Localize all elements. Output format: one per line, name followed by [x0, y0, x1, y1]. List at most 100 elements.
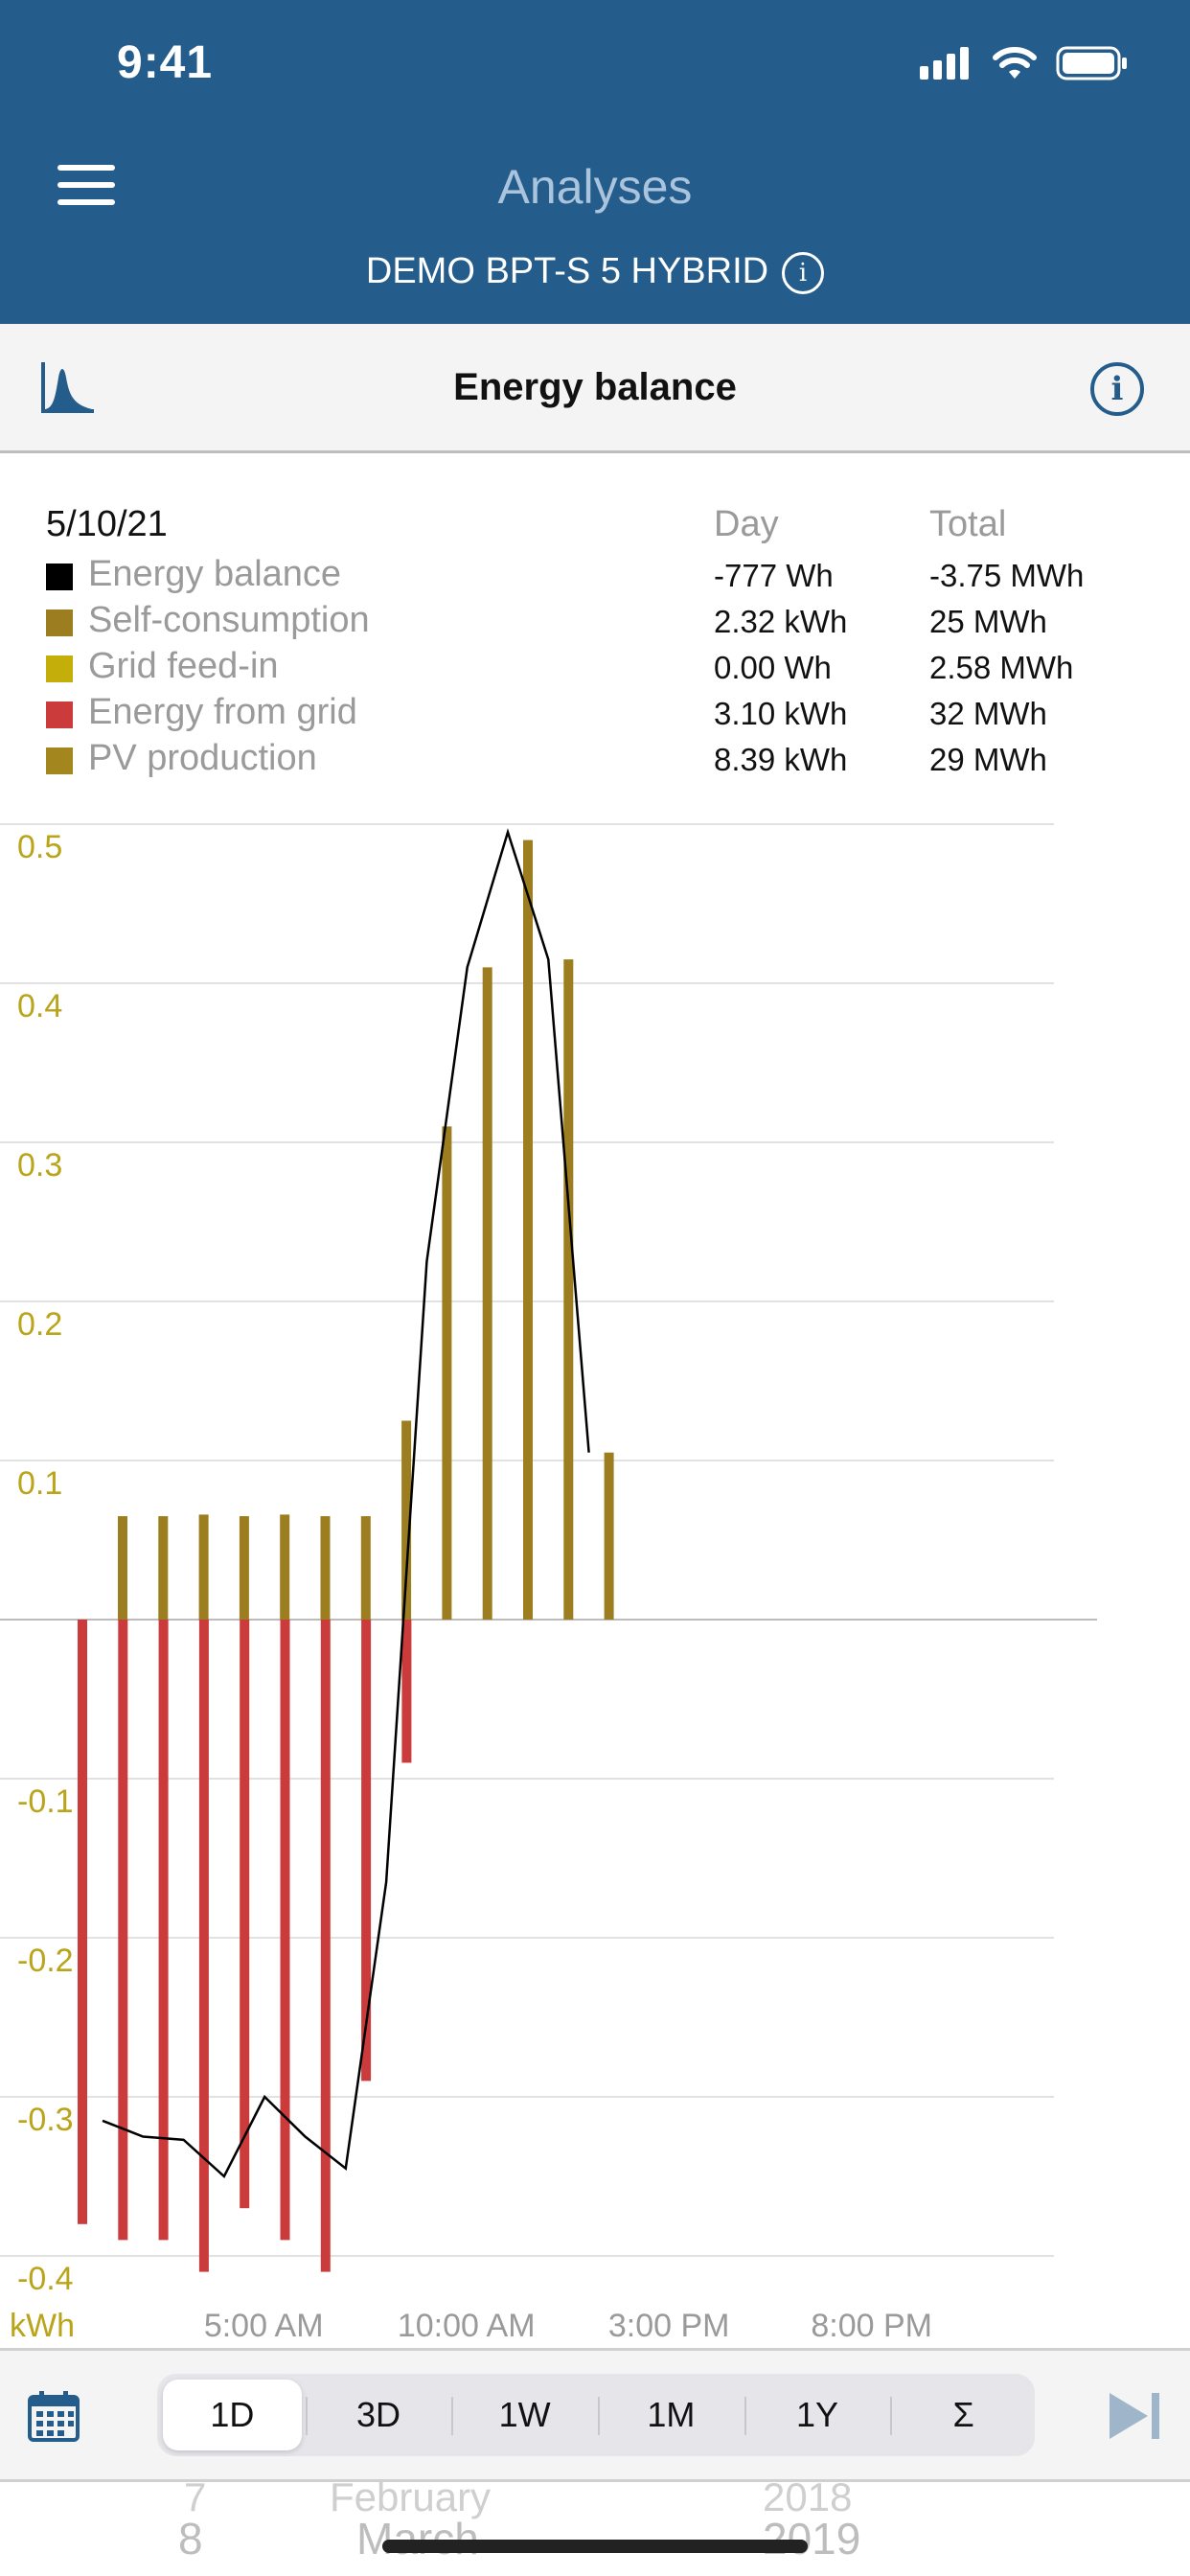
legend-row: Grid feed-in 0.00 Wh 2.58 MWh	[0, 644, 1190, 690]
y-tick-label: -0.1	[17, 1783, 74, 1820]
range-option[interactable]: 1Y	[795, 2395, 839, 2434]
range-option[interactable]: 3D	[355, 2395, 400, 2434]
legend-swatch	[46, 610, 73, 636]
y-tick-label: 0.2	[17, 1306, 62, 1343]
picker-year-current: 2019	[763, 2514, 861, 2564]
y-tick-label: 0.1	[17, 1465, 62, 1502]
calendar-icon[interactable]	[27, 2389, 80, 2443]
legend-day-value: 3.10 kWh	[714, 696, 848, 731]
y-tick-label: -0.4	[17, 2261, 74, 2297]
range-separator	[890, 2397, 893, 2435]
legend-label: PV production	[88, 738, 317, 778]
y-tick-label: 0.5	[17, 829, 62, 865]
legend-row: PV production 8.39 kWh 29 MWh	[0, 736, 1190, 782]
range-option[interactable]: 1M	[647, 2395, 696, 2434]
self-consumption-bar	[442, 1126, 452, 1620]
range-separator	[305, 2397, 308, 2435]
legend-col-total: Total	[929, 504, 1007, 544]
self-consumption-bar	[401, 1420, 412, 1620]
self-consumption-bar	[360, 1516, 371, 1620]
energy-from-grid-bar	[198, 1620, 209, 2272]
skip-to-end-icon[interactable]	[1106, 2387, 1163, 2445]
legend-day-value: -777 Wh	[714, 558, 834, 593]
app-header: 9:41 Analyses DEMO BPT-S 5 HYBRID i	[0, 0, 1190, 324]
x-tick-label: 10:00 AM	[398, 2308, 536, 2344]
status-time: 9:41	[117, 37, 214, 88]
x-tick-label: 5:00 AM	[204, 2308, 324, 2344]
range-separator	[744, 2397, 746, 2435]
legend-row: Self-consumption 2.32 kWh 25 MWh	[0, 598, 1190, 644]
range-option[interactable]: 1W	[498, 2395, 551, 2434]
battery-icon	[1056, 46, 1127, 80]
device-name: DEMO BPT-S 5 HYBRID	[365, 251, 769, 291]
self-consumption-bar	[239, 1516, 249, 1620]
picker-month-current: March	[356, 2514, 479, 2564]
legend-label: Grid feed-in	[88, 646, 279, 686]
picker-year-prev: 2018	[763, 2480, 853, 2519]
legend-label: Self-consumption	[88, 600, 370, 640]
self-consumption-bar	[280, 1514, 290, 1620]
self-consumption-bar	[482, 967, 492, 1620]
legend-swatch	[46, 564, 73, 590]
x-tick-label: 3:00 PM	[608, 2308, 730, 2344]
chart-type-icon[interactable]	[40, 360, 96, 414]
legend-day-value: 8.39 kWh	[714, 742, 848, 777]
legend-label: Energy balance	[88, 554, 342, 594]
range-option[interactable]: 1D	[163, 2380, 302, 2450]
legend-swatch	[46, 702, 73, 728]
self-consumption-bar	[320, 1516, 331, 1620]
energy-from-grid-bar	[401, 1620, 412, 1763]
picker-month-prev: February	[330, 2480, 492, 2519]
legend-total-value: 29 MWh	[929, 742, 1047, 777]
status-icons	[920, 44, 1129, 82]
y-tick-label: -0.3	[17, 2102, 74, 2138]
y-tick-label: 0.3	[17, 1147, 62, 1184]
info-circle-icon[interactable]: i	[782, 251, 825, 294]
legend-total-value: 2.58 MWh	[929, 650, 1074, 685]
energy-balance-line	[102, 828, 590, 2179]
self-consumption-bar	[118, 1516, 127, 1620]
chart-title-bar: Energy balance i	[0, 324, 1190, 453]
info-circle-icon[interactable]: i	[1090, 362, 1144, 416]
self-consumption-bar	[604, 1452, 614, 1620]
energy-from-grid-bar	[118, 1620, 128, 2241]
legend-total-value: -3.75 MWh	[929, 558, 1085, 593]
energy-from-grid-bar	[158, 1620, 169, 2241]
self-consumption-bar	[158, 1516, 169, 1620]
energy-from-grid-bar	[280, 1620, 290, 2241]
legend-col-day: Day	[714, 504, 779, 544]
energy-from-grid-bar	[240, 1620, 250, 2209]
date-picker[interactable]: 7 February 2018 8 March 2019	[0, 2480, 1190, 2576]
range-separator	[598, 2397, 600, 2435]
page-title: Analyses	[497, 160, 693, 214]
range-separator	[451, 2397, 454, 2435]
legend-total-value: 32 MWh	[929, 696, 1047, 731]
wifi-icon	[993, 47, 1037, 79]
legend-swatch	[46, 748, 73, 774]
energy-from-grid-bar	[78, 1620, 87, 2224]
legend-label: Energy from grid	[88, 692, 357, 732]
home-indicator	[382, 2540, 808, 2553]
legend-day-value: 0.00 Wh	[714, 650, 832, 685]
energy-from-grid-bar	[320, 1620, 331, 2272]
self-consumption-bar	[523, 840, 533, 1620]
y-tick-label: 0.4	[17, 988, 62, 1024]
signal-icon	[920, 47, 973, 80]
y-tick-label: -0.2	[17, 1943, 74, 1979]
section-title: Energy balance	[453, 366, 737, 408]
self-consumption-bar	[563, 959, 574, 1620]
picker-day-current: 8	[178, 2514, 203, 2564]
range-option[interactable]: Σ	[952, 2395, 974, 2434]
legend-row: Energy from grid 3.10 kWh 32 MWh	[0, 690, 1190, 736]
energy-balance-chart[interactable]: 0.5 0.4 0.3 0.2 0.1 -0.1 -0.2 -0.3 -0.4 kWh 5:00 A…	[0, 805, 1190, 2348]
legend-date: 5/10/21	[46, 504, 168, 544]
hamburger-icon[interactable]	[57, 165, 115, 213]
legend-swatch	[46, 656, 73, 682]
self-consumption-bar	[198, 1514, 209, 1620]
range-selector: 1D 3D 1W 1M 1Y Σ	[157, 2374, 1035, 2456]
energy-from-grid-bar	[361, 1620, 372, 2082]
legend-row: Energy balance -777 Wh -3.75 MWh	[0, 552, 1190, 598]
device-selector[interactable]: DEMO BPT-S 5 HYBRID i	[0, 251, 1190, 294]
picker-day-prev: 7	[184, 2480, 207, 2519]
range-toolbar: 1D 3D 1W 1M 1Y Σ	[0, 2348, 1190, 2482]
